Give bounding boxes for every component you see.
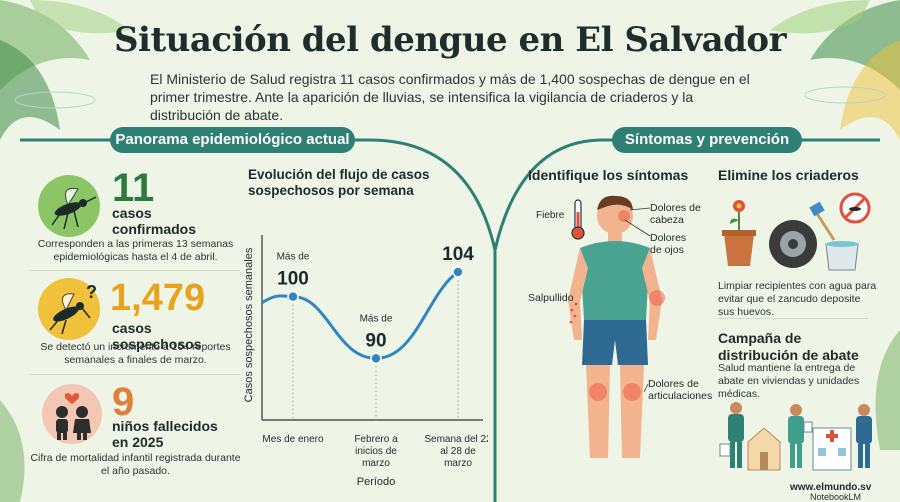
x-axis-label: Período xyxy=(357,476,396,488)
breeding-title: Elimine los criaderos xyxy=(718,167,859,183)
mosquito-icon xyxy=(38,175,100,237)
section-arcs xyxy=(20,138,880,502)
data-point xyxy=(287,290,299,303)
line-chart: Casos sospechosos semanales Más de 100 Mes… xyxy=(243,235,488,488)
data-point xyxy=(370,352,382,365)
symptom-joints: Dolores de articulaciones xyxy=(648,378,713,402)
symptom-eyes: Dolores de ojos xyxy=(650,232,687,256)
intro-text: El Ministerio de Salud registra 11 casos… xyxy=(150,71,750,123)
page-title: Situación del dengue en El Salvador xyxy=(113,20,787,60)
campaign-title: Campaña de distribución de abate xyxy=(718,330,859,363)
stat-deaths-number: 9 xyxy=(112,380,135,424)
symptom-fever: Fiebre xyxy=(536,210,565,221)
symptom-pointer-lines xyxy=(624,207,651,393)
x-tick-label: al 28 de xyxy=(440,446,476,457)
data-label: 100 xyxy=(277,269,309,290)
leaves-bottom-left xyxy=(0,400,25,502)
x-tick-label: marzo xyxy=(444,458,472,469)
campaign-desc: Salud mantiene la entrega de abate en vi… xyxy=(718,362,860,400)
symptom-rash: Salpullido xyxy=(528,292,574,304)
stat-deaths-desc: Cifra de mortalidad infantil registrada … xyxy=(30,452,241,477)
leaves-bottom-right xyxy=(875,330,900,450)
pill-panorama: Panorama epidemiológico actual xyxy=(110,127,355,153)
breeding-containers-illustration xyxy=(722,192,871,271)
symptoms-title: Identifique los síntomas xyxy=(528,167,689,183)
stat-confirmed-label: casos confirmados xyxy=(112,205,197,237)
stat-suspected-number: 1,479 xyxy=(110,277,206,319)
svg-text:?: ? xyxy=(86,282,97,302)
series-line xyxy=(261,270,459,360)
children-heart-icon xyxy=(42,384,102,444)
footer-brand: NotebookLM xyxy=(810,492,862,502)
breeding-desc: Limpiar recipientes con agua para evitar… xyxy=(718,280,877,318)
stat-confirmed-desc: Corresponden a las primeras 13 semanas e… xyxy=(37,238,234,263)
stat-suspected-desc: Se detectó un incremento a 104 reportes … xyxy=(40,341,231,366)
data-label-prefix: Más de xyxy=(277,252,310,263)
stat-deaths-label: niños fallecidos en 2025 xyxy=(112,418,218,450)
leaves-top-left xyxy=(0,0,130,140)
data-point xyxy=(452,266,464,278)
divider xyxy=(30,270,240,271)
data-label: 104 xyxy=(442,244,474,265)
x-tick-label: marzo xyxy=(362,458,390,469)
x-tick-label: Semana del 22 xyxy=(424,434,488,445)
footer-site: www.elmundo.sv xyxy=(790,482,872,493)
leaves-top-right xyxy=(770,0,900,140)
y-axis-label: Casos sospechosos semanales xyxy=(243,247,255,402)
mosquito-question-icon: ? xyxy=(38,278,100,340)
x-tick-label: Mes de enero xyxy=(262,434,324,445)
person-illustration xyxy=(568,195,665,458)
pill-sintomas: Síntomas y prevención xyxy=(612,127,802,153)
thermometer-icon xyxy=(571,199,585,240)
symptom-headache: Dolores de cabeza xyxy=(650,202,701,226)
data-label-prefix: Más de xyxy=(360,313,393,324)
divider xyxy=(718,318,868,319)
health-workers-illustration xyxy=(719,402,872,471)
stat-confirmed-number: 11 xyxy=(112,166,155,210)
x-tick-label: Febrero a xyxy=(354,434,398,445)
data-label: 90 xyxy=(365,330,386,351)
stat-suspected-label: casos sospechosos xyxy=(112,320,202,352)
divider xyxy=(30,374,240,375)
x-tick-label: inicios de xyxy=(355,446,397,457)
chart-title: Evolución del flujo de casos sospechosos… xyxy=(248,167,430,198)
